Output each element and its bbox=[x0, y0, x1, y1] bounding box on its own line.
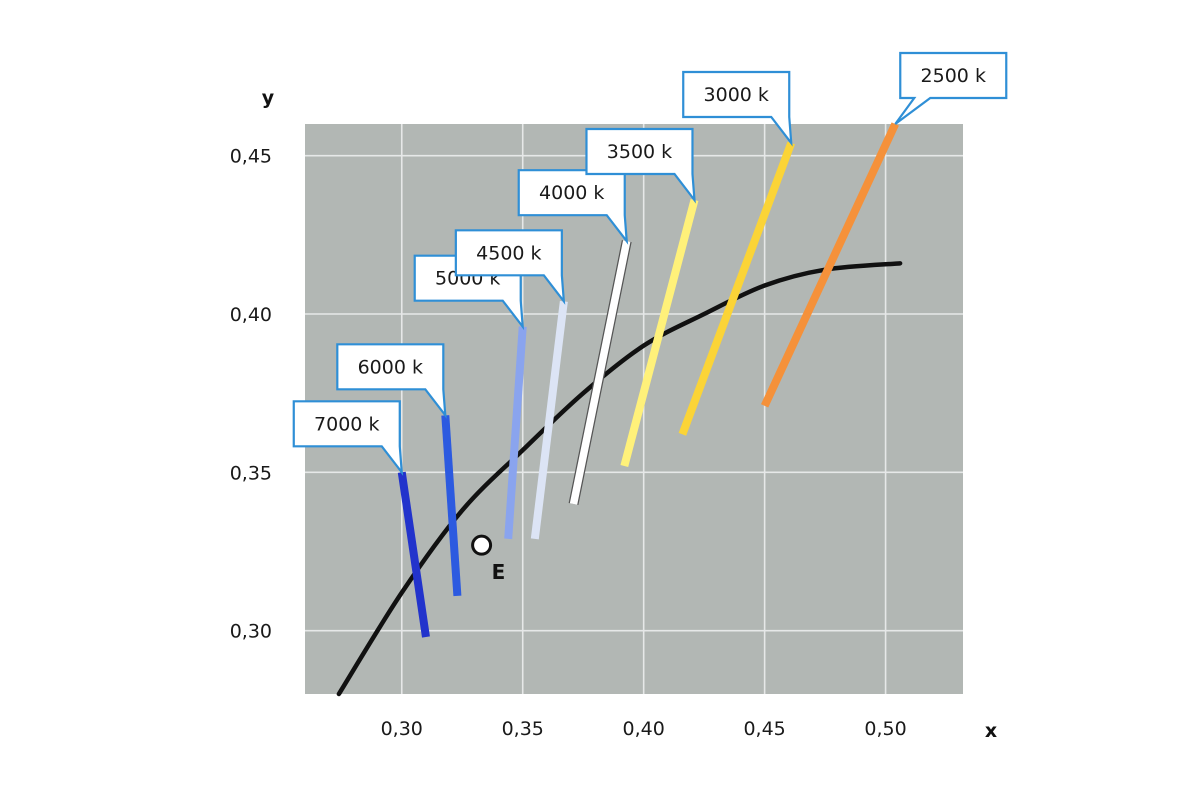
isotherm-line bbox=[620, 198, 699, 468]
reference-point-marker bbox=[471, 534, 493, 556]
isotherm-callout-box bbox=[292, 400, 404, 476]
isotherm-callout-label: 4000 k bbox=[539, 182, 604, 204]
y-tick-label: 0,30 bbox=[230, 621, 272, 643]
tick-labels: 0,30 0,35 0,40 0,45 0,50 0,30 0,35 0,40 0,45 bbox=[230, 146, 907, 740]
isotherm-line bbox=[678, 141, 795, 436]
x-axis-label: x bbox=[985, 720, 997, 742]
x-tick-label: 0,35 bbox=[502, 718, 544, 740]
x-tick-label: 0,50 bbox=[864, 718, 906, 740]
isotherm-line bbox=[569, 240, 631, 505]
reference-point-label: E bbox=[492, 560, 506, 584]
isotherm-lines bbox=[397, 122, 899, 638]
x-tick-label: 0,30 bbox=[381, 718, 423, 740]
planckian-locus-curve bbox=[336, 261, 903, 697]
y-tick-label: 0,45 bbox=[230, 146, 272, 168]
y-tick-label: 0,40 bbox=[230, 304, 272, 326]
y-axis-label: y bbox=[262, 87, 275, 109]
isotherm-callout-label: 3500 k bbox=[607, 141, 672, 163]
isotherm-callout-label: 3000 k bbox=[704, 84, 769, 106]
isotherm-callout-label: 7000 k bbox=[314, 413, 379, 435]
isotherm-callout-box bbox=[336, 343, 447, 419]
isotherm-line bbox=[530, 300, 568, 540]
y-tick-label: 0,35 bbox=[230, 462, 272, 484]
isotherm-line bbox=[397, 471, 430, 638]
planckian-locus bbox=[336, 261, 903, 697]
reference-point: E bbox=[471, 534, 506, 584]
isotherm-callout-box bbox=[454, 229, 566, 305]
isotherm-line bbox=[441, 415, 462, 597]
isotherm-callout-label: 6000 k bbox=[358, 356, 423, 378]
isotherm-callout-box bbox=[682, 70, 793, 147]
isotherm-callout-label: 4500 k bbox=[476, 242, 541, 264]
isotherm-line bbox=[504, 326, 527, 540]
plot-area bbox=[305, 124, 963, 694]
isotherm-line bbox=[761, 122, 899, 408]
x-tick-label: 0,40 bbox=[623, 718, 665, 740]
x-tick-label: 0,45 bbox=[743, 718, 785, 740]
isotherm-callout-box bbox=[894, 51, 1008, 125]
isotherm-callout-box bbox=[585, 127, 696, 204]
isotherm-callout-label: 2500 k bbox=[921, 65, 986, 87]
